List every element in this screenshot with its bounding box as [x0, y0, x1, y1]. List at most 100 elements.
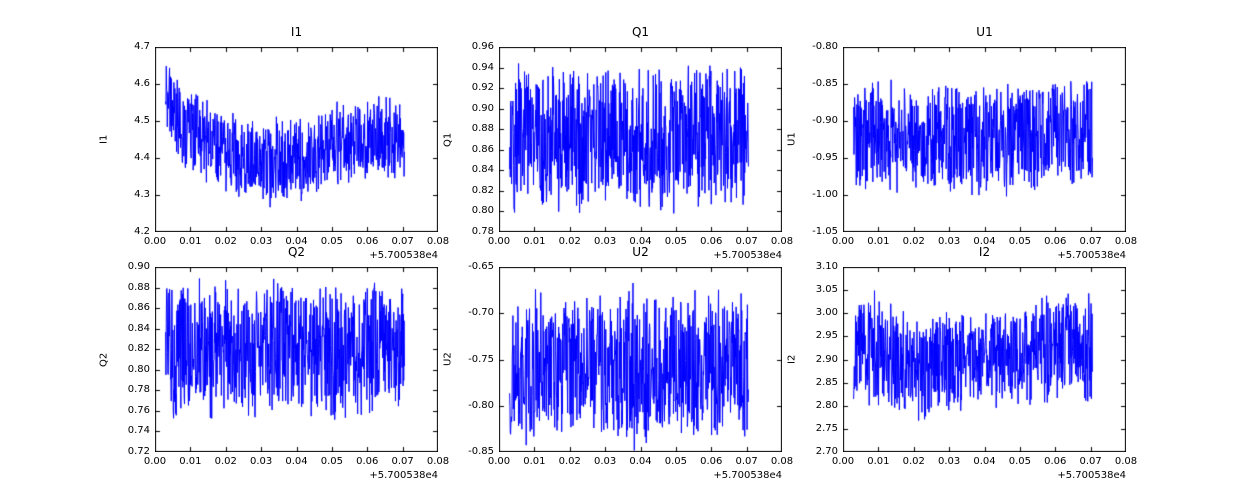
y-tick-label: 0.78: [127, 384, 150, 396]
x-tick-label: 0.07: [391, 456, 414, 467]
y-tick-label: -1.05: [812, 226, 838, 237]
y-tick-label: 0.86: [127, 302, 150, 314]
x-tick-label: 0.03: [937, 456, 961, 467]
x-tick-label: 0.01: [523, 236, 546, 247]
y-tick-label: -0.80: [812, 41, 838, 52]
x-tick-label: 0.06: [356, 236, 379, 247]
y-tick-label: -0.65: [468, 261, 494, 272]
x-tick-label: 0.01: [867, 456, 890, 467]
plot-title: Q1: [631, 25, 650, 39]
y-tick-label: -0.80: [468, 399, 494, 411]
x-tick-label: 0.06: [1044, 456, 1067, 467]
x-axis-offset-label: +5.700538e4: [1057, 470, 1126, 481]
x-tick-label: 0.00: [143, 456, 167, 467]
plot-title: U1: [976, 25, 993, 39]
y-tick-label: 0.72: [127, 446, 150, 457]
x-tick-label: 0.03: [937, 236, 961, 247]
x-tick-label: 0.00: [487, 236, 511, 247]
x-tick-label: 0.08: [426, 456, 450, 467]
y-tick-label: 0.80: [127, 363, 150, 375]
y-tick-label: -1.00: [812, 189, 838, 200]
y-tick-label: 2.95: [815, 330, 838, 342]
x-tick-label: 0.08: [770, 456, 794, 467]
y-tick-label: 3.10: [815, 261, 838, 272]
x-tick-label: 0.01: [179, 236, 202, 247]
y-tick-label: 0.78: [471, 226, 494, 237]
y-axis-label: Q2: [98, 352, 110, 367]
y-tick-label: -0.85: [812, 78, 838, 89]
y-tick-label: 0.90: [471, 102, 494, 114]
subplot-u2: U2 U2 -0.85 -0.80 -0.75 -0.70 -0.65 0.00 0.01…: [439, 242, 809, 490]
y-tick-label: 0.84: [127, 322, 150, 334]
x-tick-label: 0.03: [249, 456, 273, 467]
plot-title: U2: [632, 245, 649, 259]
y-tick-label: 0.90: [127, 261, 150, 272]
y-axis-label: Q1: [442, 132, 454, 147]
y-tick-label: 0.94: [471, 61, 494, 73]
y-tick-label: 3.00: [815, 307, 838, 319]
x-tick-label: 0.02: [902, 236, 925, 247]
x-tick-label: 0.04: [629, 456, 652, 467]
plot-area-i1: [155, 47, 438, 232]
subplot-i1: I1 I1 4.2 4.3 4.4 4.5 4.6 4.7 0.00 0.01 0.02 0.0…: [95, 22, 465, 270]
x-tick-label: 0.00: [831, 456, 855, 467]
y-tick-label: -0.70: [468, 307, 494, 319]
y-tick-label: 2.70: [815, 446, 838, 457]
x-tick-label: 0.08: [1114, 456, 1138, 467]
x-tick-label: 0.00: [143, 236, 167, 247]
y-tick-label: 0.84: [471, 164, 494, 176]
x-tick-label: 0.02: [214, 456, 237, 467]
x-tick-label: 0.07: [735, 236, 758, 247]
x-tick-label: 0.02: [558, 236, 581, 247]
x-tick-label: 0.07: [1079, 236, 1102, 247]
subplot-q2: Q2 Q2 0.72 0.74 0.76 0.78 0.80 0.82 0.84 0.86 0.…: [95, 242, 465, 490]
y-tick-label: 4.6: [134, 78, 150, 89]
y-tick-label: 0.80: [471, 205, 494, 217]
x-tick-label: 0.04: [629, 236, 652, 247]
y-tick-label: -0.85: [468, 446, 494, 457]
y-tick-label: 0.86: [471, 143, 494, 155]
y-tick-label: 0.96: [471, 41, 494, 52]
x-tick-label: 0.05: [664, 236, 687, 247]
y-tick-label: 4.4: [134, 152, 150, 163]
x-tick-label: 0.04: [973, 236, 996, 247]
y-axis-label: U1: [786, 132, 798, 147]
y-tick-label: 0.76: [127, 404, 150, 416]
subplot-u1: U1 U1 -1.05 -1.00 -0.95 -0.90 -0.85 -0.80 0.0…: [783, 22, 1153, 270]
y-tick-label: 0.88: [127, 281, 150, 293]
y-tick-label: 0.88: [471, 123, 494, 135]
x-tick-label: 0.06: [1044, 236, 1067, 247]
x-tick-label: 0.01: [179, 456, 202, 467]
x-tick-label: 0.06: [700, 236, 723, 247]
y-tick-label: 4.7: [134, 41, 150, 52]
subplot-i2: I2 I2 2.70 2.75 2.80 2.85 2.90 2.95 3.00 3.05 3.…: [783, 242, 1153, 490]
plot-area-u1: [843, 47, 1126, 232]
x-tick-label: 0.02: [558, 456, 581, 467]
x-tick-label: 0.08: [770, 236, 794, 247]
x-tick-label: 0.05: [664, 456, 687, 467]
x-axis-offset-label: +5.700538e4: [369, 250, 438, 261]
x-tick-label: 0.02: [214, 236, 237, 247]
y-axis-label: I1: [98, 134, 110, 145]
y-tick-label: 0.82: [471, 184, 494, 196]
x-tick-label: 0.07: [735, 456, 758, 467]
plot-area-u2: [499, 267, 782, 452]
x-tick-label: 0.02: [902, 456, 925, 467]
y-tick-label: -0.75: [468, 353, 494, 365]
plot-title: I1: [290, 25, 303, 39]
y-tick-label: -0.95: [812, 152, 838, 163]
x-axis-offset-label: +5.700538e4: [1057, 250, 1126, 261]
x-tick-label: 0.08: [1114, 236, 1138, 247]
x-tick-label: 0.06: [700, 456, 723, 467]
y-tick-label: 0.82: [127, 343, 150, 355]
plot-area-i2: [843, 267, 1126, 452]
x-axis-offset-label: +5.700538e4: [369, 470, 438, 481]
y-tick-label: 2.85: [815, 376, 838, 388]
y-tick-label: 3.05: [815, 284, 838, 296]
x-tick-label: 0.05: [1008, 456, 1031, 467]
x-tick-label: 0.07: [1079, 456, 1102, 467]
x-axis-offset-label: +5.700538e4: [713, 470, 782, 481]
plot-title: I2: [978, 245, 991, 259]
x-tick-label: 0.03: [249, 236, 273, 247]
